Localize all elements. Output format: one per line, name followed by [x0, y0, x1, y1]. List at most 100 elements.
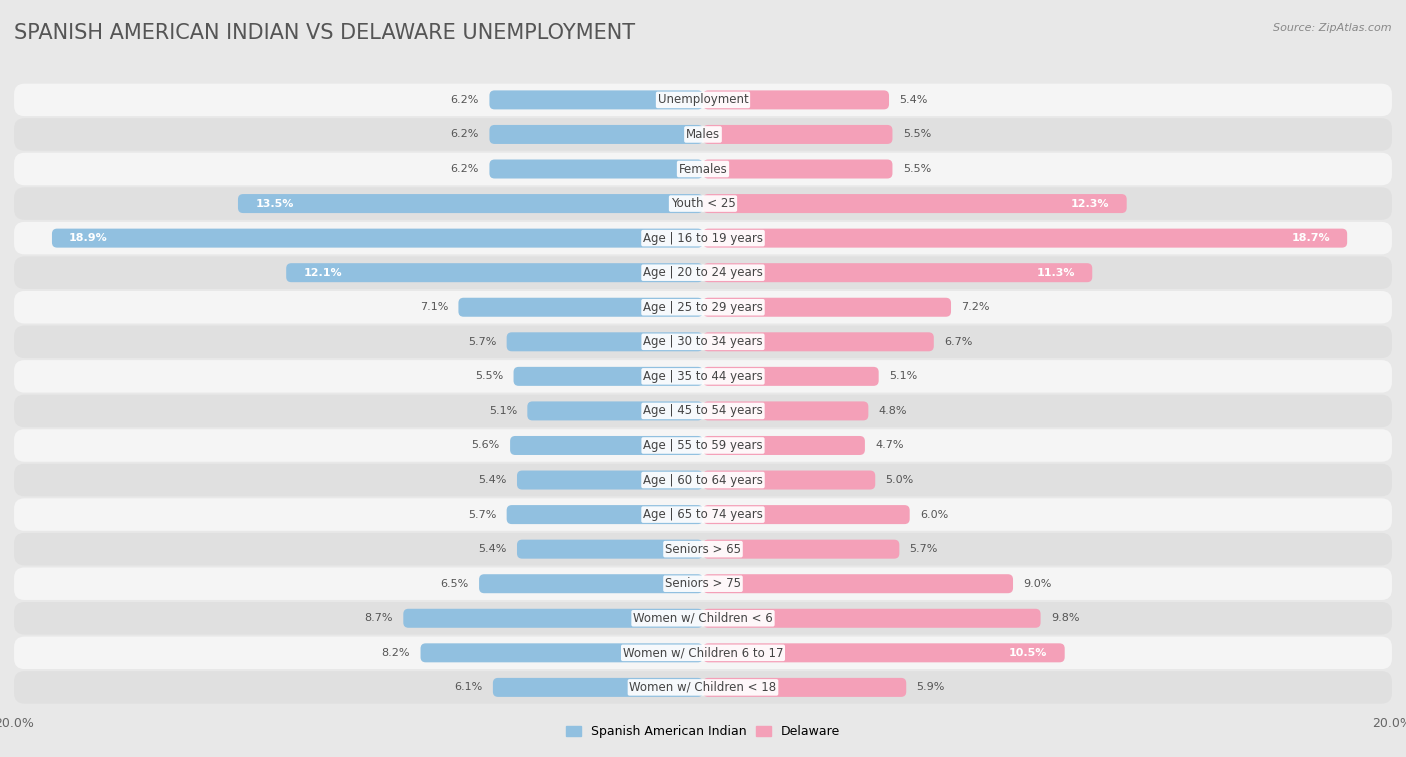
Text: 5.7%: 5.7% — [468, 509, 496, 519]
Text: Age | 55 to 59 years: Age | 55 to 59 years — [643, 439, 763, 452]
FancyBboxPatch shape — [703, 401, 869, 420]
Text: Age | 60 to 64 years: Age | 60 to 64 years — [643, 474, 763, 487]
Text: 10.5%: 10.5% — [1010, 648, 1047, 658]
Text: 12.3%: 12.3% — [1071, 198, 1109, 209]
Text: Seniors > 65: Seniors > 65 — [665, 543, 741, 556]
FancyBboxPatch shape — [14, 429, 1392, 462]
Text: 9.8%: 9.8% — [1050, 613, 1080, 623]
Text: Males: Males — [686, 128, 720, 141]
FancyBboxPatch shape — [703, 575, 1012, 593]
FancyBboxPatch shape — [14, 257, 1392, 289]
Text: 6.0%: 6.0% — [920, 509, 948, 519]
FancyBboxPatch shape — [14, 83, 1392, 116]
FancyBboxPatch shape — [703, 609, 1040, 628]
FancyBboxPatch shape — [489, 125, 703, 144]
FancyBboxPatch shape — [703, 643, 1064, 662]
FancyBboxPatch shape — [513, 367, 703, 386]
FancyBboxPatch shape — [703, 125, 893, 144]
Text: 5.1%: 5.1% — [489, 406, 517, 416]
Text: 5.4%: 5.4% — [478, 475, 506, 485]
FancyBboxPatch shape — [14, 602, 1392, 634]
FancyBboxPatch shape — [14, 222, 1392, 254]
FancyBboxPatch shape — [506, 332, 703, 351]
Text: 13.5%: 13.5% — [256, 198, 294, 209]
FancyBboxPatch shape — [287, 263, 703, 282]
FancyBboxPatch shape — [703, 263, 1092, 282]
FancyBboxPatch shape — [238, 194, 703, 213]
Text: 6.1%: 6.1% — [454, 682, 482, 693]
Text: Age | 45 to 54 years: Age | 45 to 54 years — [643, 404, 763, 417]
FancyBboxPatch shape — [703, 90, 889, 110]
FancyBboxPatch shape — [489, 90, 703, 110]
Text: 6.5%: 6.5% — [440, 578, 468, 589]
FancyBboxPatch shape — [527, 401, 703, 420]
FancyBboxPatch shape — [703, 471, 875, 490]
Text: 8.7%: 8.7% — [364, 613, 392, 623]
Text: 11.3%: 11.3% — [1036, 268, 1076, 278]
Text: 5.5%: 5.5% — [903, 164, 931, 174]
FancyBboxPatch shape — [517, 471, 703, 490]
FancyBboxPatch shape — [420, 643, 703, 662]
FancyBboxPatch shape — [703, 678, 907, 697]
FancyBboxPatch shape — [14, 637, 1392, 669]
FancyBboxPatch shape — [703, 298, 950, 316]
Text: 7.1%: 7.1% — [420, 302, 449, 312]
FancyBboxPatch shape — [14, 360, 1392, 393]
FancyBboxPatch shape — [703, 505, 910, 524]
FancyBboxPatch shape — [14, 326, 1392, 358]
Text: 18.7%: 18.7% — [1291, 233, 1330, 243]
Text: 5.4%: 5.4% — [900, 95, 928, 105]
Text: 6.2%: 6.2% — [451, 164, 479, 174]
FancyBboxPatch shape — [14, 394, 1392, 427]
FancyBboxPatch shape — [703, 194, 1126, 213]
FancyBboxPatch shape — [506, 505, 703, 524]
Text: 4.7%: 4.7% — [875, 441, 904, 450]
Text: 5.5%: 5.5% — [903, 129, 931, 139]
Text: 8.2%: 8.2% — [381, 648, 411, 658]
FancyBboxPatch shape — [703, 229, 1347, 248]
Text: Women w/ Children < 18: Women w/ Children < 18 — [630, 681, 776, 694]
Text: 5.1%: 5.1% — [889, 372, 917, 382]
FancyBboxPatch shape — [703, 436, 865, 455]
FancyBboxPatch shape — [510, 436, 703, 455]
Text: Age | 25 to 29 years: Age | 25 to 29 years — [643, 301, 763, 313]
Text: 7.2%: 7.2% — [962, 302, 990, 312]
Text: Unemployment: Unemployment — [658, 93, 748, 107]
Text: Women w/ Children 6 to 17: Women w/ Children 6 to 17 — [623, 646, 783, 659]
Text: 5.9%: 5.9% — [917, 682, 945, 693]
Text: Youth < 25: Youth < 25 — [671, 197, 735, 210]
FancyBboxPatch shape — [14, 568, 1392, 600]
FancyBboxPatch shape — [703, 332, 934, 351]
Legend: Spanish American Indian, Delaware: Spanish American Indian, Delaware — [561, 721, 845, 743]
FancyBboxPatch shape — [14, 464, 1392, 497]
Text: SPANISH AMERICAN INDIAN VS DELAWARE UNEMPLOYMENT: SPANISH AMERICAN INDIAN VS DELAWARE UNEM… — [14, 23, 636, 42]
FancyBboxPatch shape — [14, 187, 1392, 220]
FancyBboxPatch shape — [14, 291, 1392, 323]
Text: 4.8%: 4.8% — [879, 406, 907, 416]
FancyBboxPatch shape — [14, 118, 1392, 151]
FancyBboxPatch shape — [404, 609, 703, 628]
Text: Age | 20 to 24 years: Age | 20 to 24 years — [643, 266, 763, 279]
FancyBboxPatch shape — [479, 575, 703, 593]
FancyBboxPatch shape — [14, 671, 1392, 704]
Text: 6.7%: 6.7% — [945, 337, 973, 347]
Text: Source: ZipAtlas.com: Source: ZipAtlas.com — [1274, 23, 1392, 33]
Text: 5.7%: 5.7% — [910, 544, 938, 554]
FancyBboxPatch shape — [458, 298, 703, 316]
Text: 5.5%: 5.5% — [475, 372, 503, 382]
Text: Women w/ Children < 6: Women w/ Children < 6 — [633, 612, 773, 625]
Text: 5.0%: 5.0% — [886, 475, 914, 485]
FancyBboxPatch shape — [489, 160, 703, 179]
Text: 9.0%: 9.0% — [1024, 578, 1052, 589]
Text: 18.9%: 18.9% — [69, 233, 108, 243]
Text: Age | 30 to 34 years: Age | 30 to 34 years — [643, 335, 763, 348]
Text: Seniors > 75: Seniors > 75 — [665, 578, 741, 590]
Text: 5.7%: 5.7% — [468, 337, 496, 347]
Text: Age | 65 to 74 years: Age | 65 to 74 years — [643, 508, 763, 521]
FancyBboxPatch shape — [703, 367, 879, 386]
Text: Age | 35 to 44 years: Age | 35 to 44 years — [643, 370, 763, 383]
FancyBboxPatch shape — [703, 540, 900, 559]
Text: Females: Females — [679, 163, 727, 176]
Text: 5.6%: 5.6% — [471, 441, 499, 450]
Text: 6.2%: 6.2% — [451, 95, 479, 105]
